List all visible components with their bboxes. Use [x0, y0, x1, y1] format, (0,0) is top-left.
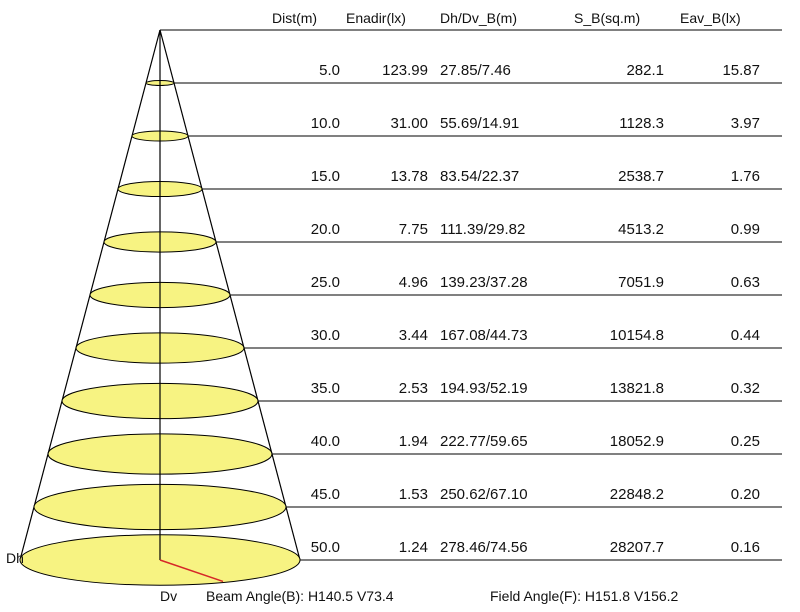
column-header-enadir: Enadir(lx) [346, 10, 428, 26]
column-header-dist: Dist(m) [272, 10, 340, 26]
cell-dhdv: 250.62/67.10 [440, 486, 558, 503]
column-header-sb: S_B(sq.m) [574, 10, 664, 26]
cell-dist: 20.0 [272, 221, 340, 238]
cell-dhdv: 111.39/29.82 [440, 221, 558, 238]
cell-sb: 13821.8 [574, 380, 664, 397]
cell-eav: 0.16 [680, 539, 760, 556]
cell-eav: 0.32 [680, 380, 760, 397]
beam-angle-label: Beam Angle(B): H140.5 V73.4 [206, 588, 394, 604]
cell-sb: 7051.9 [574, 274, 664, 291]
cone-svg [0, 0, 800, 612]
cell-enadir: 31.00 [346, 115, 428, 132]
cell-dist: 25.0 [272, 274, 340, 291]
column-header-eav: Eav_B(lx) [680, 10, 760, 26]
cell-eav: 0.99 [680, 221, 760, 238]
cell-enadir: 1.24 [346, 539, 428, 556]
cell-sb: 10154.8 [574, 327, 664, 344]
cell-enadir: 2.53 [346, 380, 428, 397]
cell-eav: 1.76 [680, 168, 760, 185]
cell-eav: 15.87 [680, 62, 760, 79]
cell-dhdv: 83.54/22.37 [440, 168, 558, 185]
cell-eav: 0.44 [680, 327, 760, 344]
dv-label: Dv [160, 588, 177, 604]
cell-dhdv: 194.93/52.19 [440, 380, 558, 397]
cell-dist: 15.0 [272, 168, 340, 185]
cell-dhdv: 55.69/14.91 [440, 115, 558, 132]
cell-enadir: 1.53 [346, 486, 428, 503]
cell-sb: 22848.2 [574, 486, 664, 503]
cell-sb: 2538.7 [574, 168, 664, 185]
cell-dist: 30.0 [272, 327, 340, 344]
cell-enadir: 1.94 [346, 433, 428, 450]
cell-enadir: 4.96 [346, 274, 428, 291]
cell-enadir: 3.44 [346, 327, 428, 344]
cell-eav: 3.97 [680, 115, 760, 132]
cell-sb: 1128.3 [574, 115, 664, 132]
cell-eav: 0.20 [680, 486, 760, 503]
cell-sb: 282.1 [574, 62, 664, 79]
cell-sb: 18052.9 [574, 433, 664, 450]
cell-dhdv: 139.23/37.28 [440, 274, 558, 291]
cell-dhdv: 27.85/7.46 [440, 62, 558, 79]
field-angle-label: Field Angle(F): H151.8 V156.2 [490, 588, 678, 604]
cell-enadir: 123.99 [346, 62, 428, 79]
cell-sb: 28207.7 [574, 539, 664, 556]
dh-label: Dh [6, 550, 24, 566]
cell-enadir: 13.78 [346, 168, 428, 185]
cell-dist: 10.0 [272, 115, 340, 132]
cell-enadir: 7.75 [346, 221, 428, 238]
column-header-dhdv: Dh/Dv_B(m) [440, 10, 558, 26]
cell-sb: 4513.2 [574, 221, 664, 238]
cell-dhdv: 222.77/59.65 [440, 433, 558, 450]
cell-eav: 0.63 [680, 274, 760, 291]
cell-dist: 45.0 [272, 486, 340, 503]
cell-dist: 35.0 [272, 380, 340, 397]
cell-dist: 5.0 [272, 62, 340, 79]
cell-dhdv: 167.08/44.73 [440, 327, 558, 344]
cell-eav: 0.25 [680, 433, 760, 450]
cell-dist: 40.0 [272, 433, 340, 450]
cell-dist: 50.0 [272, 539, 340, 556]
cell-dhdv: 278.46/74.56 [440, 539, 558, 556]
